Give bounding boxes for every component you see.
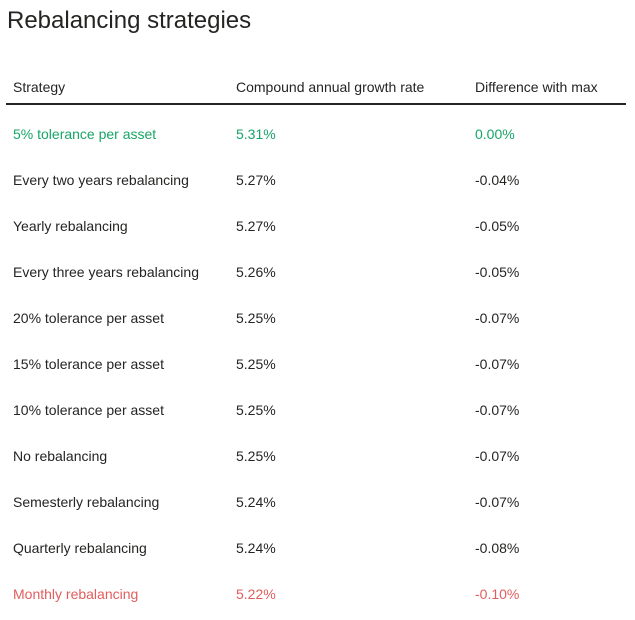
table-row[interactable]: Every three years rebalancing 5.26% -0.05% [6,249,626,295]
page-title: Rebalancing strategies [7,7,252,34]
column-header-difference[interactable]: Difference with max [475,78,598,95]
cell-strategy: Every three years rebalancing [13,264,199,280]
cell-diff: -0.04% [475,172,520,188]
cell-diff: 0.00% [475,126,515,142]
cell-cagr: 5.24% [236,540,276,556]
table-row[interactable]: Monthly rebalancing 5.22% -0.10% [6,571,626,617]
cell-diff: -0.10% [475,586,520,602]
cell-strategy: Every two years rebalancing [13,172,189,188]
column-header-cagr[interactable]: Compound annual growth rate [236,78,425,95]
table-row[interactable]: Yearly rebalancing 5.27% -0.05% [6,203,626,249]
cell-cagr: 5.27% [236,172,276,188]
cell-cagr: 5.27% [236,218,276,234]
table-row[interactable]: 15% tolerance per asset 5.25% -0.07% [6,341,626,387]
table-header-row: Strategy Compound annual growth rate Dif… [6,70,626,105]
cell-diff: -0.07% [475,494,520,510]
table-body: 5% tolerance per asset 5.31% 0.00% Every tw… [6,105,626,617]
table-row[interactable]: Semesterly rebalancing 5.24% -0.07% [6,479,626,525]
cell-strategy: 10% tolerance per asset [13,402,164,418]
cell-cagr: 5.25% [236,402,276,418]
cell-diff: -0.07% [475,402,520,418]
cell-cagr: 5.26% [236,264,276,280]
cell-cagr: 5.25% [236,448,276,464]
cell-strategy: 20% tolerance per asset [13,310,164,326]
cell-strategy: Monthly rebalancing [13,586,139,602]
cell-cagr: 5.25% [236,310,276,326]
cell-strategy: Quarterly rebalancing [13,540,147,556]
cell-strategy: 15% tolerance per asset [13,356,164,372]
cell-cagr: 5.31% [236,126,276,142]
cell-diff: -0.05% [475,264,520,280]
column-header-strategy[interactable]: Strategy [13,78,66,95]
cell-diff: -0.07% [475,448,520,464]
table-row[interactable]: 10% tolerance per asset 5.25% -0.07% [6,387,626,433]
cell-diff: -0.08% [475,540,520,556]
cell-strategy: Semesterly rebalancing [13,494,160,510]
cell-diff: -0.07% [475,356,520,372]
cell-diff: -0.05% [475,218,520,234]
table-row[interactable]: 20% tolerance per asset 5.25% -0.07% [6,295,626,341]
cell-cagr: 5.24% [236,494,276,510]
table-row[interactable]: Every two years rebalancing 5.27% -0.04% [6,157,626,203]
strategies-table: Strategy Compound annual growth rate Dif… [6,70,626,617]
cell-diff: -0.07% [475,310,520,326]
cell-strategy: Yearly rebalancing [13,218,128,234]
table-row[interactable]: 5% tolerance per asset 5.31% 0.00% [6,111,626,157]
cell-cagr: 5.22% [236,586,276,602]
cell-strategy: No rebalancing [13,448,108,464]
table-row[interactable]: No rebalancing 5.25% -0.07% [6,433,626,479]
cell-cagr: 5.25% [236,356,276,372]
table-row[interactable]: Quarterly rebalancing 5.24% -0.08% [6,525,626,571]
cell-strategy: 5% tolerance per asset [13,126,157,142]
